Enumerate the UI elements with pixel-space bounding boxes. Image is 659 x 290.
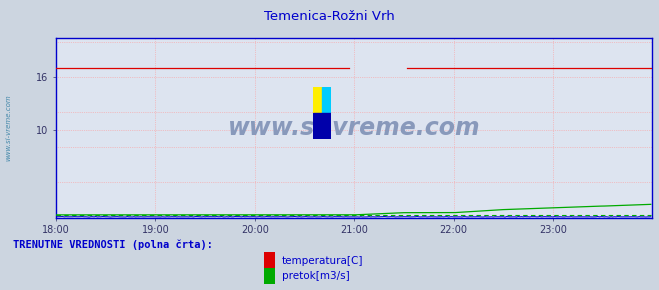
Text: Temenica-Rožni Vrh: Temenica-Rožni Vrh xyxy=(264,10,395,23)
Text: TRENUTNE VREDNOSTI (polna črta):: TRENUTNE VREDNOSTI (polna črta): xyxy=(13,240,213,250)
Text: temperatura[C]: temperatura[C] xyxy=(282,256,364,266)
Bar xyxy=(313,87,322,113)
Text: pretok[m3/s]: pretok[m3/s] xyxy=(282,271,350,281)
Text: www.si-vreme.com: www.si-vreme.com xyxy=(228,116,480,139)
Text: www.si-vreme.com: www.si-vreme.com xyxy=(5,94,11,161)
Bar xyxy=(313,113,331,139)
Bar xyxy=(322,87,331,113)
